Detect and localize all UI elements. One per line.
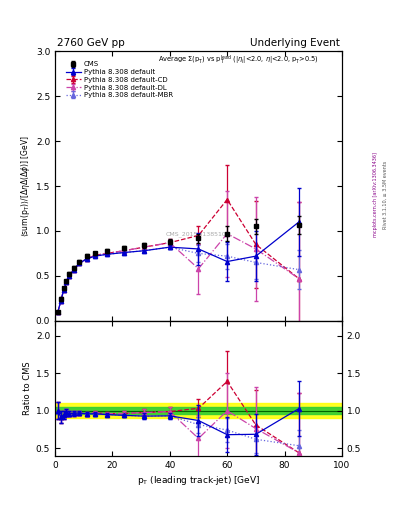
Bar [55,403,342,418]
Text: CMS_2015_I1385107: CMS_2015_I1385107 [166,232,231,238]
Legend: CMS, Pythia 8.308 default, Pythia 8.308 default-CD, Pythia 8.308 default-DL, Pyt: CMS, Pythia 8.308 default, Pythia 8.308 … [64,60,174,100]
Text: mcplots.cern.ch [arXiv:1306.3436]: mcplots.cern.ch [arXiv:1306.3436] [373,152,378,237]
Text: Average $\Sigma$(p$_\mathrm{T}$) vs p$_\mathrm{T}^\mathrm{lead}$ ($|\eta_l|$<2.0: Average $\Sigma$(p$_\mathrm{T}$) vs p$_\… [158,54,319,67]
Text: Rivet 3.1.10, ≥ 3.5M events: Rivet 3.1.10, ≥ 3.5M events [383,160,387,229]
Y-axis label: Ratio to CMS: Ratio to CMS [23,361,31,415]
Bar [55,407,342,415]
Text: Underlying Event: Underlying Event [250,38,340,49]
Y-axis label: $\langle$sum(p$_\mathrm{T}$)$\rangle$/[$\Delta\eta\Delta(\Delta\phi)$] [GeV]: $\langle$sum(p$_\mathrm{T}$)$\rangle$/[$… [18,135,31,237]
X-axis label: p$_\mathrm{T}$ (leading track-jet) [GeV]: p$_\mathrm{T}$ (leading track-jet) [GeV] [137,474,260,487]
Text: 2760 GeV pp: 2760 GeV pp [57,38,125,49]
